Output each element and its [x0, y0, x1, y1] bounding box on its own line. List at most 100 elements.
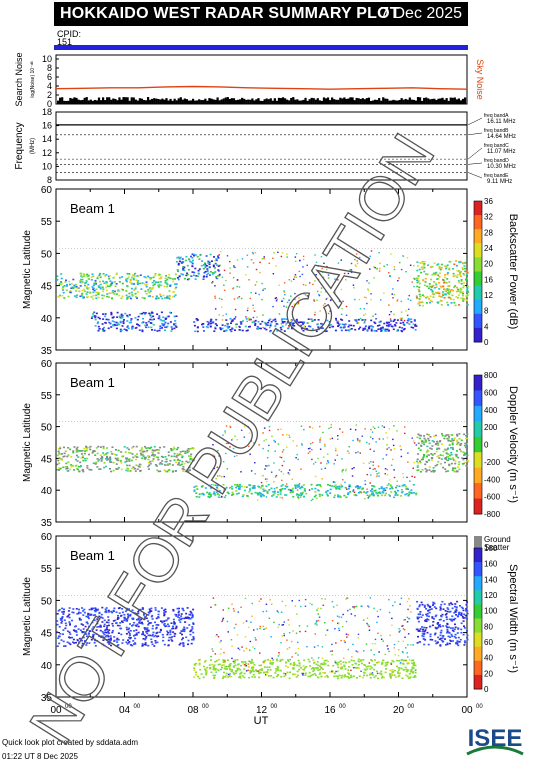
width-cell	[179, 632, 182, 634]
power-cell	[165, 275, 168, 277]
power-beam-label: Beam 1	[70, 201, 115, 216]
search-noise-bar	[335, 99, 338, 104]
width-cell	[318, 673, 321, 675]
power-cell	[214, 285, 216, 287]
search-noise-bar	[435, 100, 438, 104]
power-cell	[464, 267, 467, 270]
search-noise-bar	[447, 100, 450, 104]
width-colorbar-tick: 20	[484, 669, 493, 678]
width-cell	[350, 674, 353, 677]
power-cell	[113, 276, 116, 279]
power-cell	[152, 315, 155, 318]
power-cell	[119, 321, 122, 324]
velocity-cell	[223, 488, 226, 491]
power-cell	[131, 293, 134, 296]
width-cell	[433, 602, 436, 605]
velocity-cell	[458, 448, 461, 451]
width-cell	[197, 675, 199, 678]
width-cell	[137, 625, 140, 628]
velocity-cell	[225, 494, 227, 497]
power-cell	[353, 287, 355, 289]
width-cell	[134, 642, 137, 644]
power-cell	[438, 295, 441, 297]
power-cell	[102, 330, 105, 332]
velocity-cell	[229, 425, 231, 428]
velocity-cell	[430, 457, 433, 459]
search-noise-bar	[384, 98, 387, 104]
velocity-cell	[76, 449, 79, 451]
width-cell	[144, 638, 147, 641]
power-cell	[69, 283, 71, 286]
power-cell	[221, 324, 224, 326]
power-cell	[281, 300, 283, 302]
power-cell	[201, 323, 203, 326]
velocity-cell	[127, 458, 130, 461]
velocity-cell	[274, 450, 276, 452]
power-cell	[418, 288, 420, 291]
search-noise-bar	[104, 100, 107, 104]
velocity-cell	[393, 448, 396, 450]
width-cell	[62, 629, 65, 631]
search-noise-bar	[173, 98, 176, 104]
width-cell	[269, 661, 272, 664]
width-cell	[461, 607, 464, 610]
velocity-cell	[396, 480, 398, 482]
velocity-cell	[303, 428, 305, 431]
velocity-cell	[423, 437, 426, 440]
power-cell	[186, 264, 189, 267]
width-cell	[317, 676, 320, 679]
power-cell	[462, 262, 465, 265]
width-cell	[441, 613, 444, 616]
width-cell	[268, 675, 270, 677]
power-cell	[178, 260, 181, 263]
power-cell	[231, 319, 234, 321]
width-cell	[208, 664, 211, 666]
width-cell	[170, 622, 173, 624]
width-cell	[331, 650, 333, 652]
width-cell	[210, 659, 212, 661]
width-cell	[172, 609, 175, 612]
width-cell	[275, 658, 278, 661]
search-noise-bar	[308, 99, 311, 104]
search-noise-bar	[89, 99, 92, 104]
search-noise-bar	[463, 97, 467, 104]
power-cell	[427, 264, 430, 266]
velocity-cell	[261, 484, 264, 487]
width-cell	[141, 633, 143, 636]
velocity-cell	[69, 448, 72, 451]
width-cell	[440, 615, 443, 618]
velocity-cell	[220, 476, 223, 478]
power-cell	[92, 294, 95, 297]
power-cell	[370, 250, 373, 252]
width-cell	[128, 641, 131, 643]
power-cell	[466, 287, 469, 290]
velocity-cell	[415, 460, 418, 463]
power-cell	[253, 321, 256, 323]
width-cell	[153, 645, 156, 647]
velocity-cell	[77, 465, 80, 468]
power-cell	[101, 328, 104, 330]
velocity-cell	[339, 486, 342, 489]
power-cell	[339, 326, 342, 329]
power-cell	[423, 266, 426, 269]
power-cell	[108, 292, 111, 295]
power-cell	[113, 293, 116, 295]
velocity-cell	[465, 446, 467, 449]
width-cell	[56, 631, 59, 633]
width-cell	[117, 614, 119, 617]
width-cell	[257, 670, 259, 672]
power-cell	[126, 277, 129, 280]
width-cell	[347, 672, 350, 674]
power-cell	[209, 325, 212, 328]
width-cell	[163, 612, 166, 614]
velocity-cell	[181, 456, 184, 459]
width-cell	[172, 627, 175, 630]
width-cell	[85, 633, 88, 635]
width-cell	[356, 651, 359, 653]
width-cell	[310, 674, 313, 677]
width-cell	[80, 619, 82, 621]
velocity-cell	[214, 494, 217, 496]
power-cell	[457, 290, 460, 292]
width-cell	[180, 618, 182, 621]
velocity-cell	[253, 486, 256, 488]
